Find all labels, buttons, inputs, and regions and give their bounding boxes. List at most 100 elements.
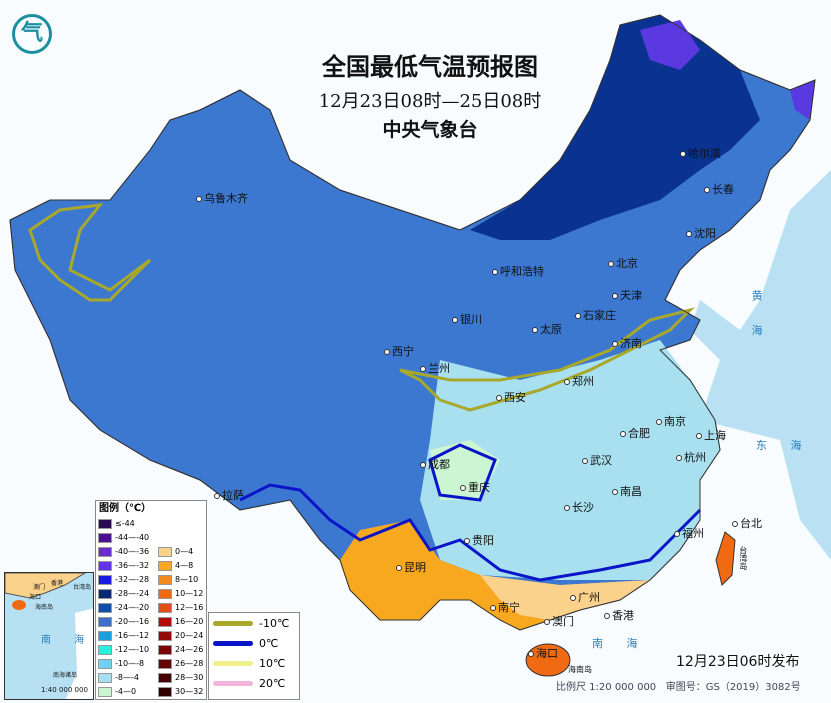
city-label: 拉萨	[214, 489, 244, 502]
isoline-swatch	[213, 620, 253, 626]
china-outline-border	[9, 14, 816, 631]
legend-label: 20—24	[175, 631, 204, 640]
legend-label: ≤-44	[115, 519, 135, 528]
inset-label: 南海诸岛	[53, 672, 78, 679]
legend-swatch	[158, 589, 172, 599]
isoline-label: 20℃	[259, 676, 286, 690]
city-label: 长春	[704, 183, 734, 196]
legend-swatch	[98, 547, 112, 557]
legend-item: -8—-4	[98, 673, 139, 683]
publish-time: 12月23日06时发布	[676, 654, 800, 670]
legend-swatch	[98, 659, 112, 669]
legend-item: 28—30	[158, 673, 203, 683]
city-label: 澳门	[544, 615, 574, 628]
legend-swatch	[98, 645, 112, 655]
city-label: 海口	[528, 647, 558, 660]
city-label: 香港	[604, 609, 634, 622]
legend-item: 10—12	[158, 589, 203, 599]
city-label: 乌鲁木齐	[196, 192, 248, 205]
legend-label: 24—26	[175, 645, 204, 654]
city-label: 福州	[674, 527, 704, 540]
legend-label: -8—-4	[115, 673, 139, 682]
legend-swatch	[158, 645, 172, 655]
legend-label: 8—10	[175, 575, 199, 584]
legend-label: -44—-40	[115, 533, 150, 542]
region-light-south	[420, 340, 720, 580]
city-label: 重庆	[460, 481, 490, 494]
legend-swatch	[158, 561, 172, 571]
legend-swatch	[98, 687, 112, 697]
legend-item: -44—-40	[98, 533, 149, 543]
taiwan-island	[715, 531, 736, 586]
legend-label: -28—-24	[115, 589, 150, 598]
region-peach-south	[480, 575, 650, 620]
isoline-label: 10℃	[259, 656, 286, 670]
legend-swatch	[158, 617, 172, 627]
city-label: 成都	[420, 458, 450, 471]
legend-swatch	[98, 631, 112, 641]
legend-label: 10—12	[175, 589, 204, 598]
legend-swatch	[158, 575, 172, 585]
legend-item: ≤-44	[98, 519, 135, 529]
legend-item: -12—-10	[98, 645, 149, 655]
legend-label: 28—30	[175, 673, 204, 682]
city-label: 北京	[608, 257, 638, 270]
city-label: 南昌	[612, 485, 642, 498]
isoline-legend-item: -10℃	[209, 613, 299, 633]
isoline-label: -10℃	[259, 616, 290, 630]
legend-label: -40—-36	[115, 547, 150, 556]
city-label: 南宁	[490, 601, 520, 614]
legend-item: -16—-12	[98, 631, 149, 641]
city-label: 太原	[532, 323, 562, 336]
legend-item: 20—24	[158, 631, 203, 641]
city-label: 西宁	[384, 345, 414, 358]
legend-swatch	[98, 589, 112, 599]
inset-scale: 1:40 000 000	[41, 686, 88, 694]
island-label: 海南岛	[568, 665, 592, 674]
sea-label: 东 海	[756, 439, 812, 452]
city-label: 呼和浩特	[492, 265, 544, 278]
city-label: 武汉	[582, 454, 612, 467]
scale-text: 比例尺 1:20 000 000	[556, 682, 657, 693]
legend-swatch	[158, 687, 172, 697]
legend-label: -4—0	[115, 687, 137, 696]
inset-label: 海口	[29, 594, 42, 601]
legend-swatch	[98, 603, 112, 613]
map-title: 全国最低气温预报图	[322, 52, 538, 81]
city-label: 哈尔滨	[680, 147, 721, 160]
legend-swatch	[158, 659, 172, 669]
island-label: 台湾岛	[738, 546, 748, 570]
cma-logo: 气	[12, 14, 52, 54]
legend-item: 24—26	[158, 645, 203, 655]
legend-item: 12—16	[158, 603, 203, 613]
legend-label: -24—-20	[115, 603, 150, 612]
legend-label: -20—-16	[115, 617, 150, 626]
city-label: 银川	[452, 313, 482, 326]
city-label: 杭州	[676, 451, 706, 464]
legend-label: -16—-12	[115, 631, 150, 640]
legend-item: 16—20	[158, 617, 203, 627]
legend-item: -20—-16	[98, 617, 149, 627]
south-china-sea-inset: 海口 海南岛 澳门 香港 台湾岛 南 海 南海诸岛 1:40 000 000	[4, 572, 94, 700]
legend-item: -40—-36	[98, 547, 149, 557]
legend-item: -24—-20	[98, 603, 149, 613]
city-label: 上海	[696, 429, 726, 442]
city-label: 兰州	[420, 362, 450, 375]
legend-label: -32—-28	[115, 575, 150, 584]
map-number: 审图号：GS（2019）3082号	[665, 682, 801, 693]
city-label: 贵阳	[464, 534, 494, 547]
legend-item: 4—8	[158, 561, 193, 571]
city-label: 西安	[496, 391, 526, 404]
isoline-0	[239, 443, 702, 582]
inset-label: 香港	[51, 580, 64, 587]
legend-swatch	[98, 617, 112, 627]
legend-swatch	[98, 561, 112, 571]
city-label: 台北	[732, 517, 762, 530]
legend-label: -12—-10	[115, 645, 150, 654]
inset-label: 台湾岛	[73, 584, 92, 591]
city-label: 天津	[612, 289, 642, 302]
isoline-legend: -10℃ 0℃ 10℃ 20℃	[208, 612, 300, 700]
isoline-swatch	[213, 640, 253, 646]
city-label: 广州	[570, 591, 600, 604]
legend-item: -36—-32	[98, 561, 149, 571]
